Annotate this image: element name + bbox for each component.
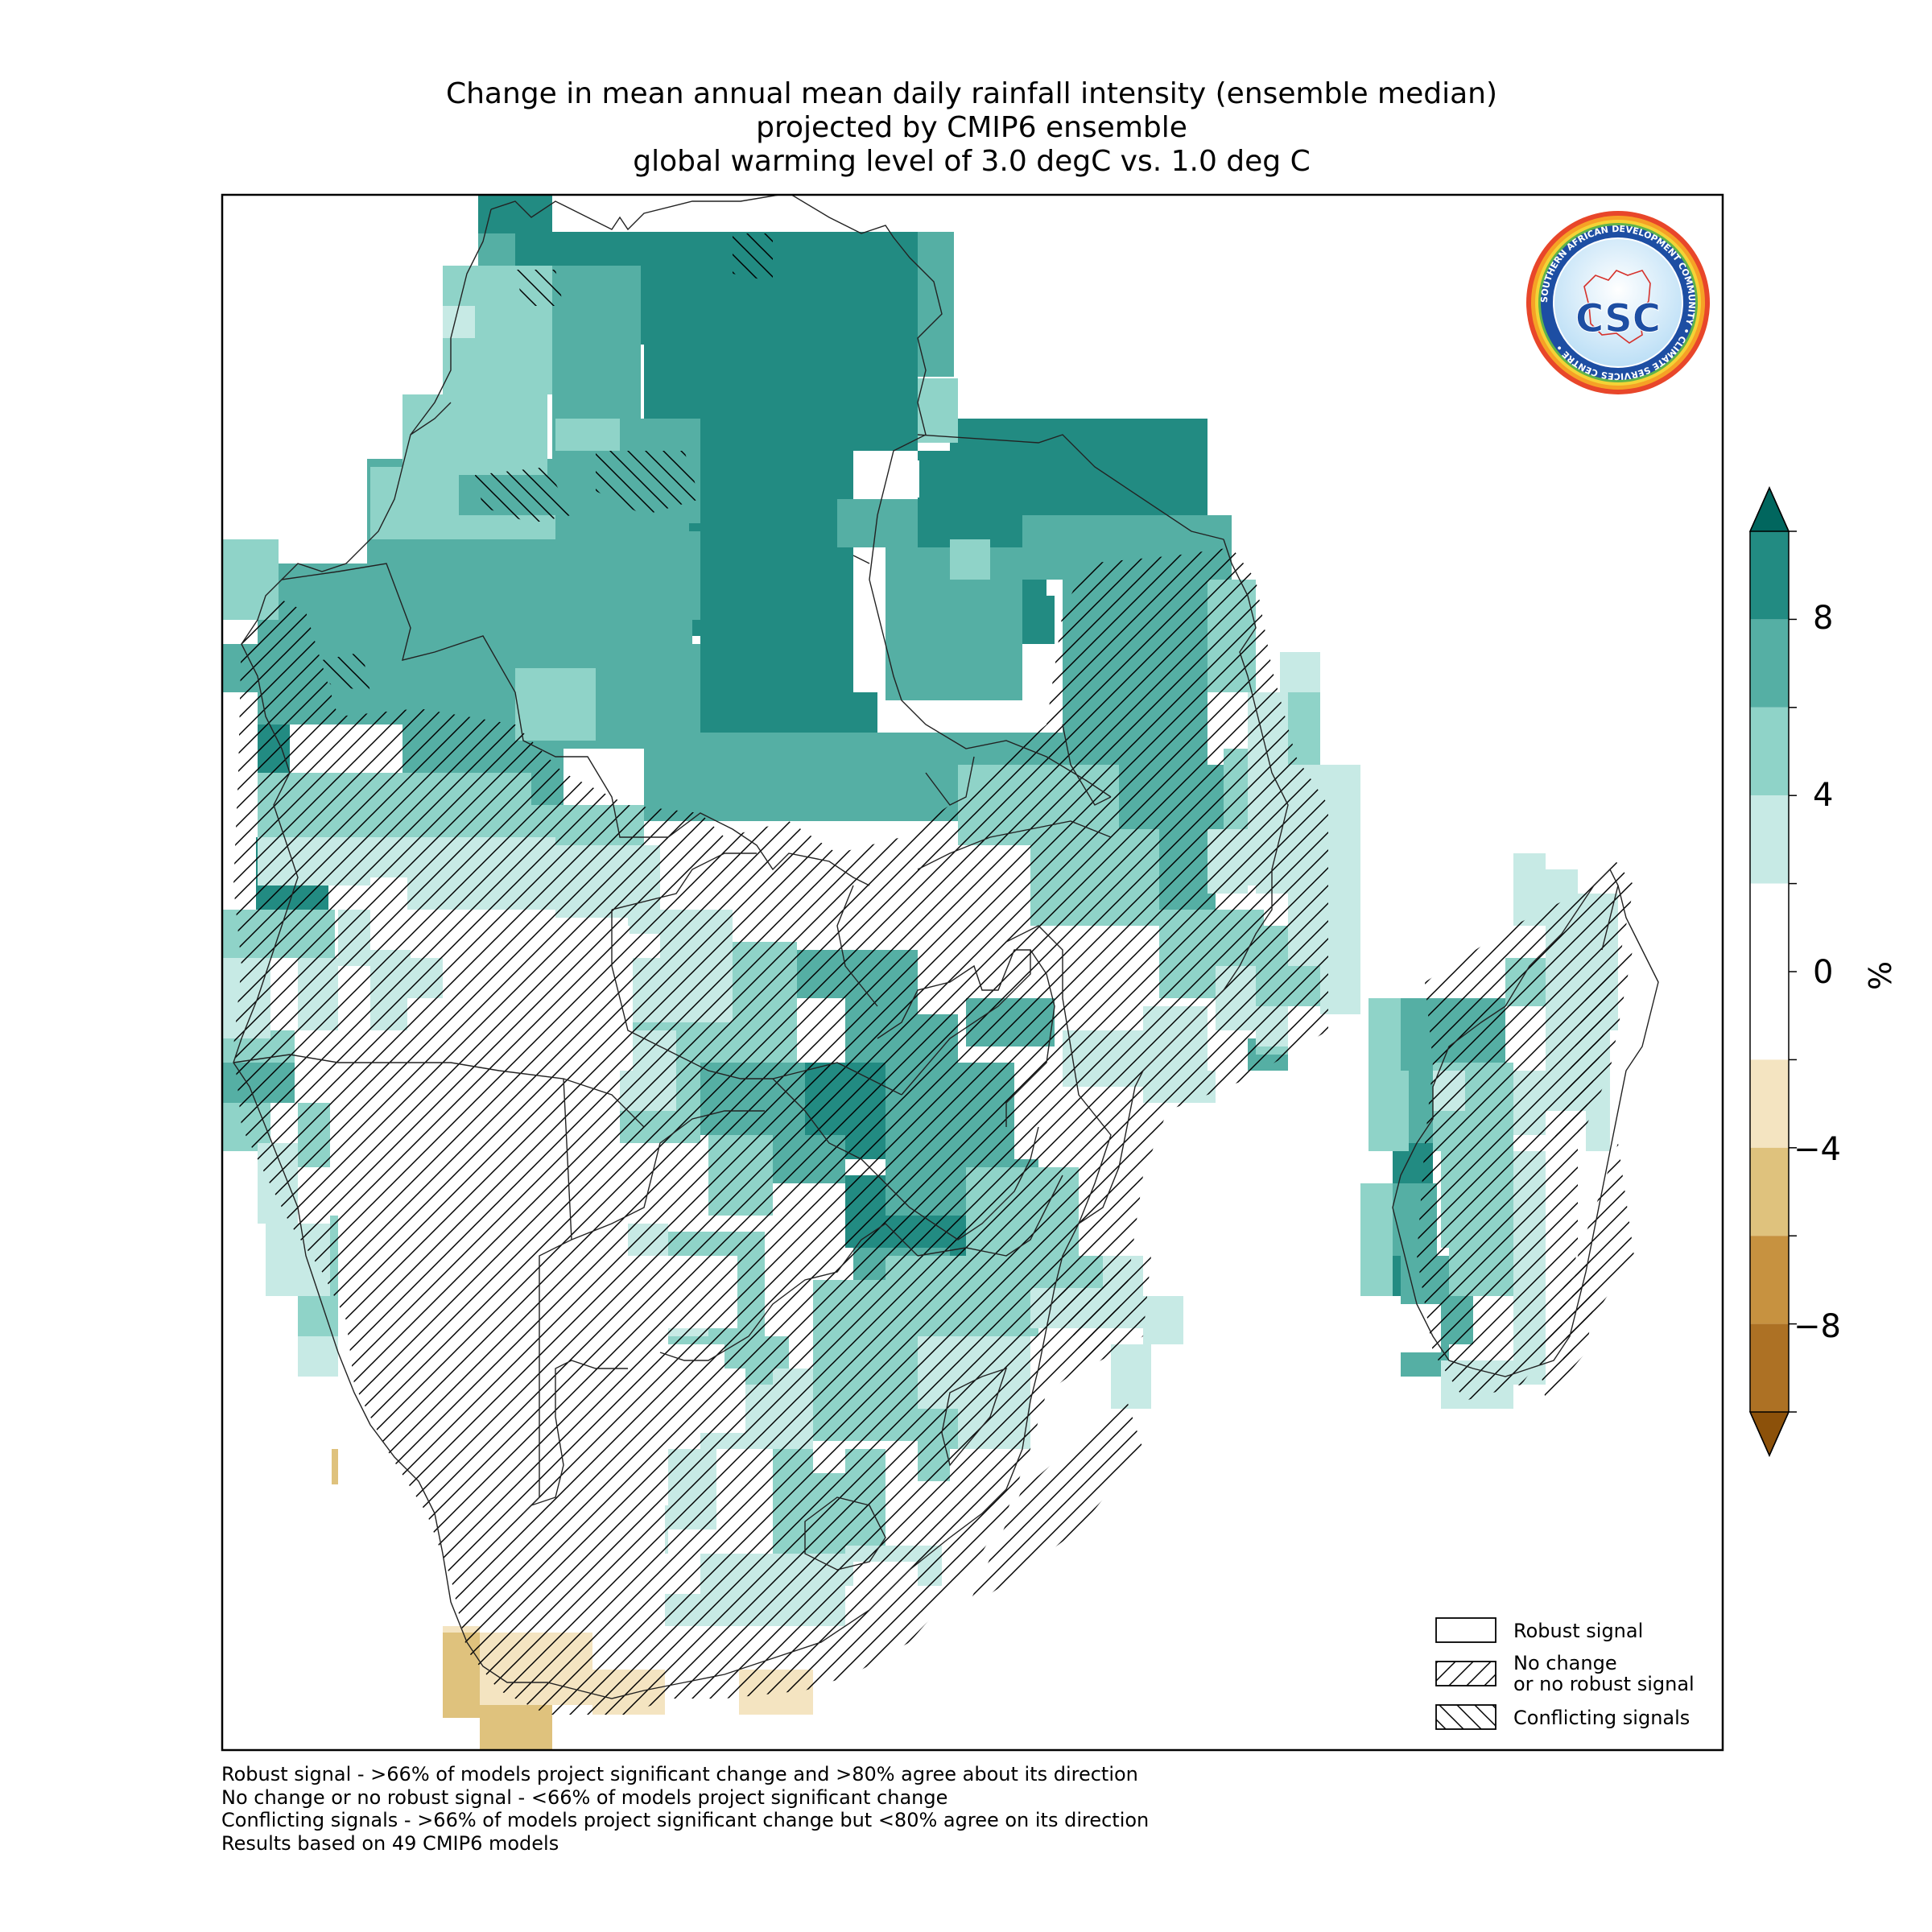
colorbar-bin-1	[1750, 619, 1789, 708]
colorbar-tick-0: 0	[1813, 954, 1834, 991]
footnote-no-change: No change or no robust signal - <66% of …	[221, 1785, 948, 1809]
colorbar-bin-3	[1750, 795, 1789, 884]
colorbar-bin-2	[1750, 707, 1789, 796]
colorbar	[1748, 486, 1797, 1457]
colorbar-bin-0	[1750, 531, 1789, 620]
colorbar-tick-8: 8	[1813, 600, 1834, 637]
colorbar-bin-4	[1750, 883, 1789, 1060]
rainfall-grid	[222, 195, 1659, 1750]
hatch-conflicting-signals	[322, 233, 773, 692]
legend	[1435, 1617, 1496, 1730]
colorbar-unit: %	[1863, 960, 1899, 991]
footnote-robust: Robust signal - >66% of models project s…	[221, 1763, 1138, 1785]
legend-swatch-robust	[1435, 1617, 1496, 1643]
legend-swatch-no-change	[1435, 1661, 1496, 1686]
legend-label-no-change: No change	[1513, 1652, 1617, 1674]
footnote-models: Results based on 49 CMIP6 models	[221, 1831, 559, 1855]
hatch-no-robust-signal	[233, 547, 1634, 1715]
footnote-conflicting: Conflicting signals - >66% of models pro…	[221, 1809, 1150, 1831]
legend-label-conflicting: Conflicting signals	[1513, 1707, 1690, 1729]
colorbar-tick-neg4: −4	[1794, 1131, 1841, 1168]
legend-label-no-change-2: or no robust signal	[1513, 1673, 1695, 1695]
colorbar-bin-7	[1750, 1236, 1789, 1324]
title-line-1: Change in mean annual mean daily rainfal…	[445, 77, 1498, 110]
colorbar-extend-high	[1748, 486, 1790, 532]
map-frame	[221, 193, 1724, 1752]
country-borders	[233, 195, 1659, 1699]
title-line-3: global warming level of 3.0 degC vs. 1.0…	[633, 145, 1311, 178]
colorbar-tick-4: 4	[1813, 777, 1834, 814]
colorbar-bin-6	[1750, 1147, 1789, 1236]
map-title: Change in mean annual mean daily rainfal…	[221, 77, 1722, 179]
colorbar-bin-8	[1750, 1323, 1789, 1412]
colorbar-tick-neg8: −8	[1794, 1308, 1841, 1345]
legend-swatch-conflicting	[1435, 1704, 1496, 1730]
sadc-csc-logo: SOUTHERN AFRICAN DEVELOPMENT COMMUNITY •…	[1526, 211, 1710, 394]
footnotes: Robust signal - >66% of models project s…	[221, 1763, 1149, 1855]
colorbar-extend-low	[1748, 1411, 1790, 1457]
legend-label-robust: Robust signal	[1513, 1620, 1644, 1642]
colorbar-bin-5	[1750, 1059, 1789, 1148]
logo-main-text: CSC	[1575, 296, 1661, 341]
title-line-2: projected by CMIP6 ensemble	[756, 111, 1187, 144]
